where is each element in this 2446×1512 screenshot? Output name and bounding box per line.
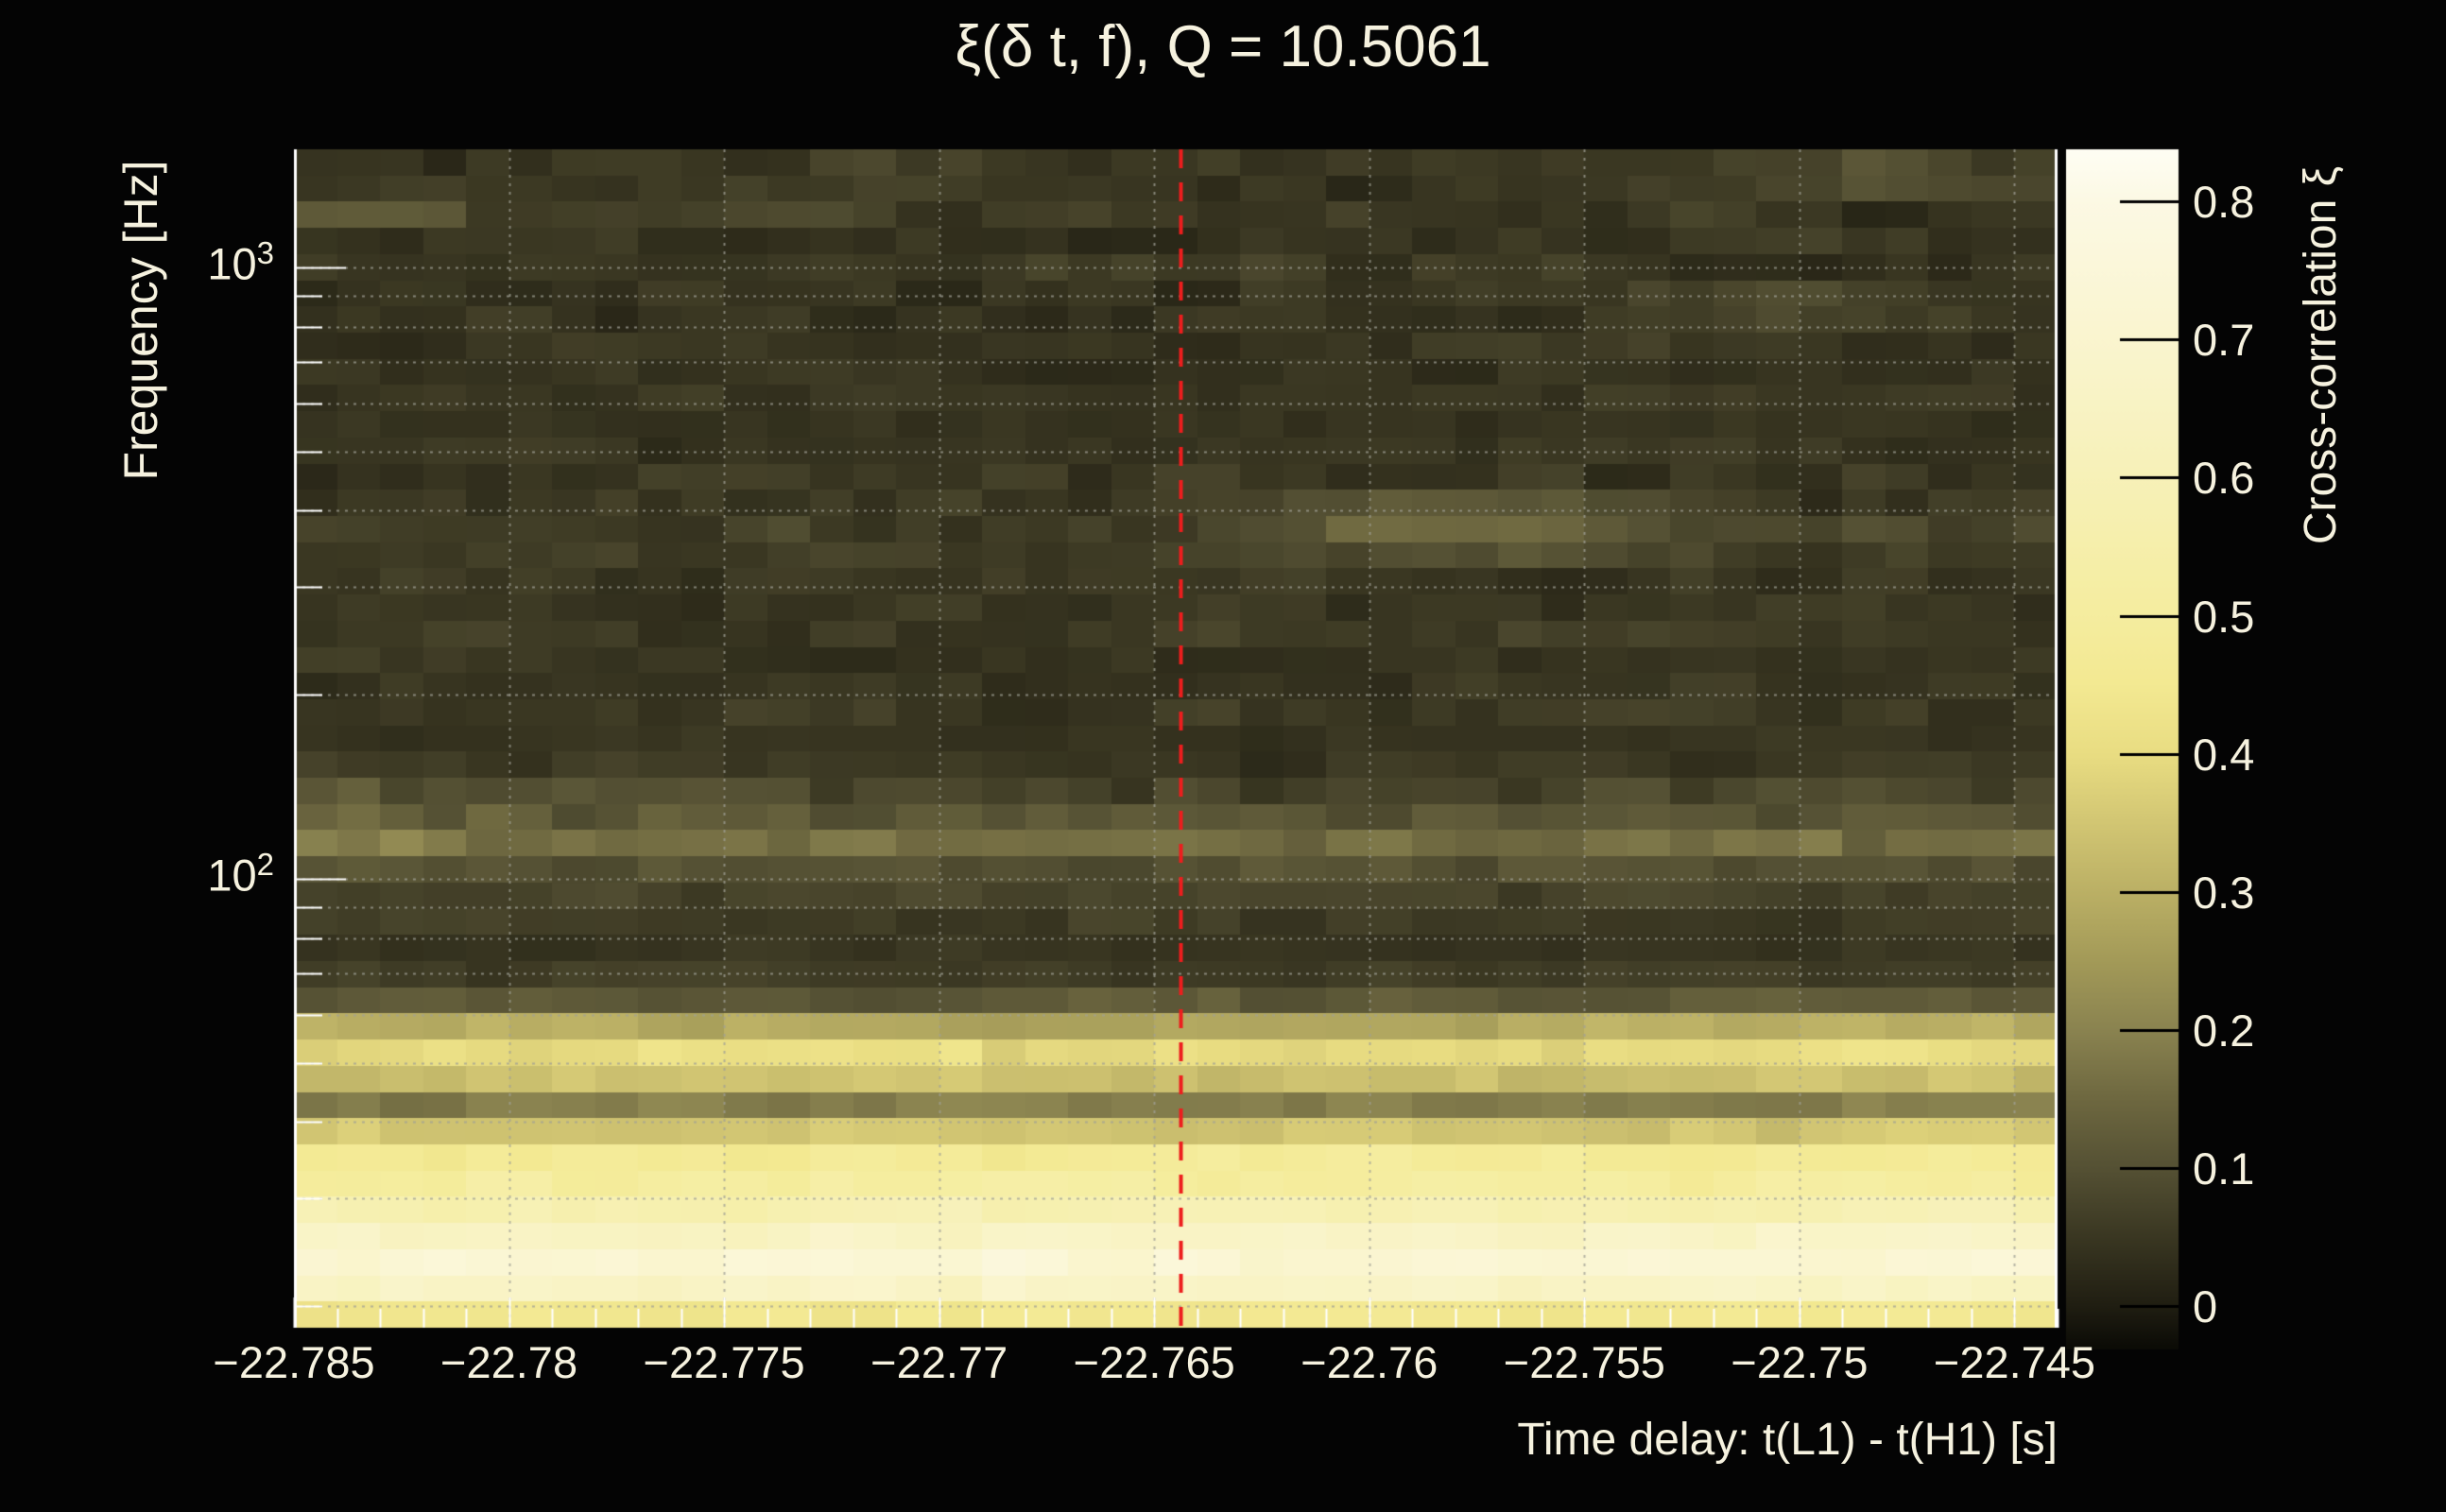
y-axis-title: Frequency [Hz] [114,160,167,481]
x-tick-label: −22.775 [643,1337,805,1387]
x-tick-label: −22.755 [1503,1337,1665,1387]
x-tick-label: −22.785 [213,1337,375,1387]
colorbar-tick-label: 0.8 [2193,177,2255,228]
x-tick-label: −22.76 [1301,1337,1438,1387]
colorbar-tick-label: 0.4 [2193,729,2255,780]
colorbar-tick-label: 0.3 [2193,867,2255,918]
colorbar-tick-label: 0.6 [2193,453,2255,504]
y-tick-label: 102 [207,847,274,901]
colorbar-tick-label: 0.1 [2193,1143,2255,1194]
y-tick-label: 103 [207,235,274,289]
x-tick-label: −22.745 [1933,1337,2096,1387]
colorbar-tick-label: 0.2 [2193,1005,2255,1056]
colorbar-title: Cross-correlation ξ [2296,165,2346,545]
x-tick-label: −22.78 [440,1337,578,1387]
plot-title: ξ(δ t, f), Q = 10.5061 [955,14,1491,79]
colorbar-tick-label: 0.5 [2193,591,2255,642]
colorbar-tick-label: 0 [2193,1281,2218,1332]
colorbar-tick-label: 0.7 [2193,315,2255,366]
x-tick-label: −22.765 [1073,1337,1235,1387]
x-tick-label: −22.75 [1731,1337,1869,1387]
x-axis-title: Time delay: t(L1) - t(H1) [s] [1517,1415,2058,1465]
x-tick-label: −22.77 [870,1337,1008,1387]
